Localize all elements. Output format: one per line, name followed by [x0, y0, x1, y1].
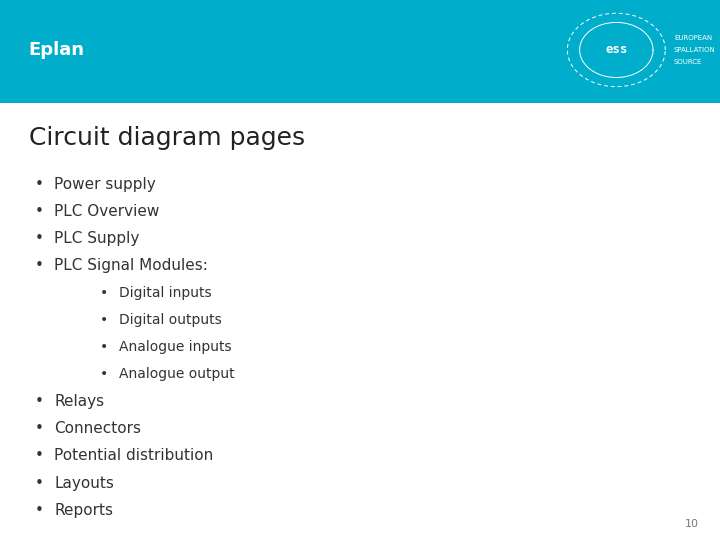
Text: •: •	[100, 313, 109, 327]
Text: PLC Supply: PLC Supply	[54, 231, 140, 246]
Text: •: •	[100, 286, 109, 300]
Text: Layouts: Layouts	[54, 476, 114, 490]
Text: •: •	[35, 177, 44, 192]
FancyBboxPatch shape	[0, 0, 720, 100]
Text: •: •	[35, 204, 44, 219]
Text: Potential distribution: Potential distribution	[54, 448, 213, 463]
Text: PLC Overview: PLC Overview	[54, 204, 159, 219]
Text: •: •	[35, 476, 44, 490]
Text: •: •	[35, 448, 44, 463]
Text: •: •	[100, 367, 109, 381]
Text: Analogue inputs: Analogue inputs	[119, 340, 231, 354]
Text: •: •	[100, 340, 109, 354]
Text: •: •	[35, 394, 44, 409]
Text: Analogue output: Analogue output	[119, 367, 235, 381]
Text: Digital outputs: Digital outputs	[119, 313, 222, 327]
Text: SPALLATION: SPALLATION	[674, 47, 716, 53]
Text: ess: ess	[605, 43, 628, 57]
Text: Reports: Reports	[54, 503, 113, 518]
Text: Digital inputs: Digital inputs	[119, 286, 212, 300]
Text: 10: 10	[685, 519, 698, 529]
Text: •: •	[35, 231, 44, 246]
Text: SOURCE: SOURCE	[674, 59, 702, 65]
Text: Circuit diagram pages: Circuit diagram pages	[29, 126, 305, 150]
Text: •: •	[35, 421, 44, 436]
Text: Connectors: Connectors	[54, 421, 141, 436]
Text: Power supply: Power supply	[54, 177, 156, 192]
Text: PLC Signal Modules:: PLC Signal Modules:	[54, 258, 208, 273]
Text: Eplan: Eplan	[29, 41, 85, 59]
Text: EUROPEAN: EUROPEAN	[674, 35, 712, 41]
Text: Relays: Relays	[54, 394, 104, 409]
FancyBboxPatch shape	[0, 100, 720, 103]
Text: •: •	[35, 258, 44, 273]
Text: •: •	[35, 503, 44, 518]
